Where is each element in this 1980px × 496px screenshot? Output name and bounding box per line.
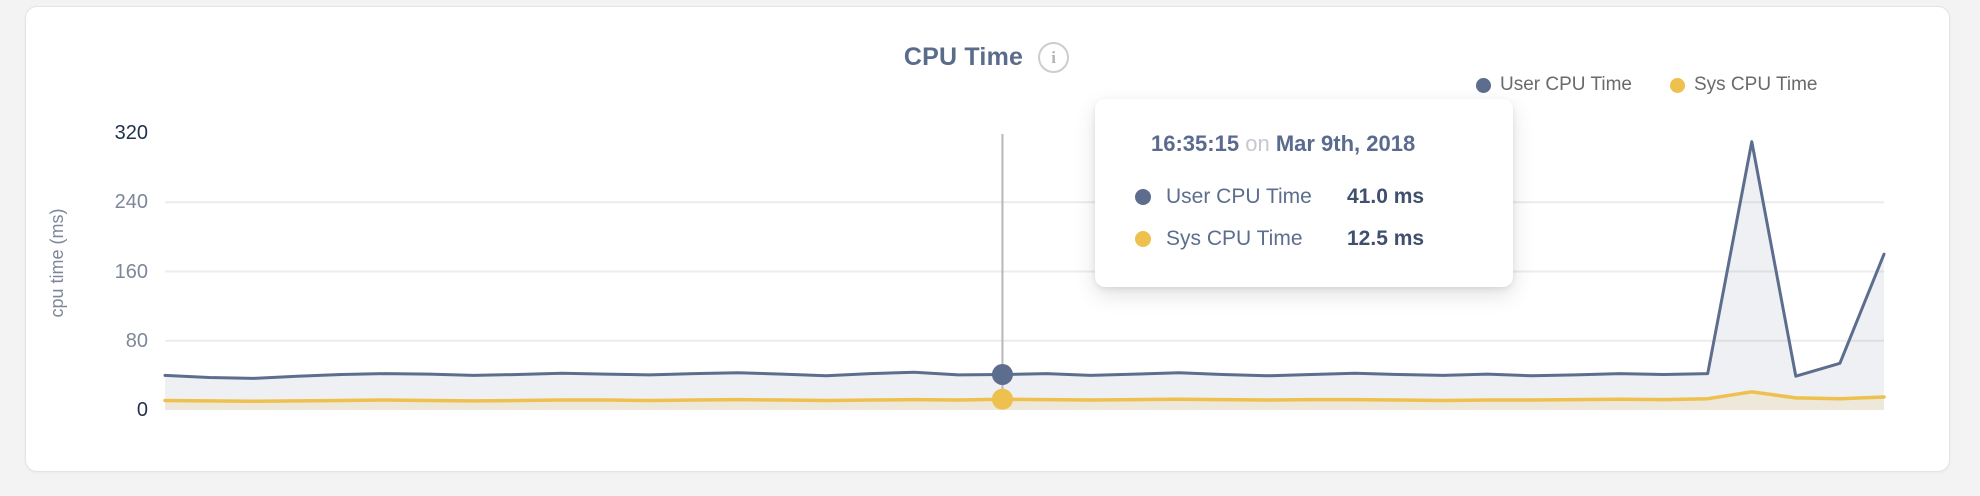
tooltip-row-user-cpu: User CPU Time 41.0 ms xyxy=(1135,184,1424,210)
y-tick-label: 160 xyxy=(114,260,148,283)
tooltip-series-value: 41.0 ms xyxy=(1347,185,1425,208)
tooltip-connector: on xyxy=(1245,131,1270,156)
tooltip-series-value: 12.5 ms xyxy=(1347,227,1425,250)
hover-marker-user xyxy=(991,364,1013,386)
sys-series-dot-icon xyxy=(1135,231,1151,247)
y-tick-label: 0 xyxy=(136,399,148,421)
y-tick-label: 240 xyxy=(114,191,148,214)
chart-tooltip: 16:35:15 on Mar 9th, 2018 User CPU Time … xyxy=(1095,99,1513,287)
tooltip-time: 16:35:15 xyxy=(1151,131,1240,156)
hover-marker-sys xyxy=(991,388,1013,410)
tooltip-series-label: User CPU Time xyxy=(1166,185,1312,208)
chart-title: CPU Time xyxy=(903,43,1024,71)
legend-item-sys-cpu-time[interactable]: Sys CPU Time xyxy=(1669,74,1818,96)
user-cpu-line xyxy=(163,140,1886,380)
tooltip-timestamp: 16:35:15 on Mar 9th, 2018 xyxy=(1151,131,1415,157)
tooltip-date: Mar 9th, 2018 xyxy=(1275,131,1416,156)
sys-cpu-line xyxy=(163,390,1886,404)
user-series-dot-icon xyxy=(1476,77,1491,93)
chart-header: CPU Time i xyxy=(25,42,1948,73)
user-cpu-area xyxy=(165,141,1884,410)
legend-item-user-cpu-time[interactable]: User CPU Time xyxy=(1476,74,1632,96)
tooltip-series-label: Sys CPU Time xyxy=(1166,227,1303,250)
tooltip-row-sys-cpu: Sys CPU Time 12.5 ms xyxy=(1135,226,1424,252)
sys-series-dot-icon xyxy=(1669,77,1685,93)
user-series-dot-icon xyxy=(1135,189,1151,205)
legend-label: User CPU Time xyxy=(1500,74,1632,95)
chart-card xyxy=(25,6,1950,472)
y-tick-label: 80 xyxy=(125,329,148,352)
legend-label: Sys CPU Time xyxy=(1693,74,1818,95)
chart-legend: User CPU Time Sys CPU Time xyxy=(1476,74,1818,96)
info-icon[interactable]: i xyxy=(1038,42,1070,73)
y-tick-label: 320 xyxy=(114,122,148,144)
